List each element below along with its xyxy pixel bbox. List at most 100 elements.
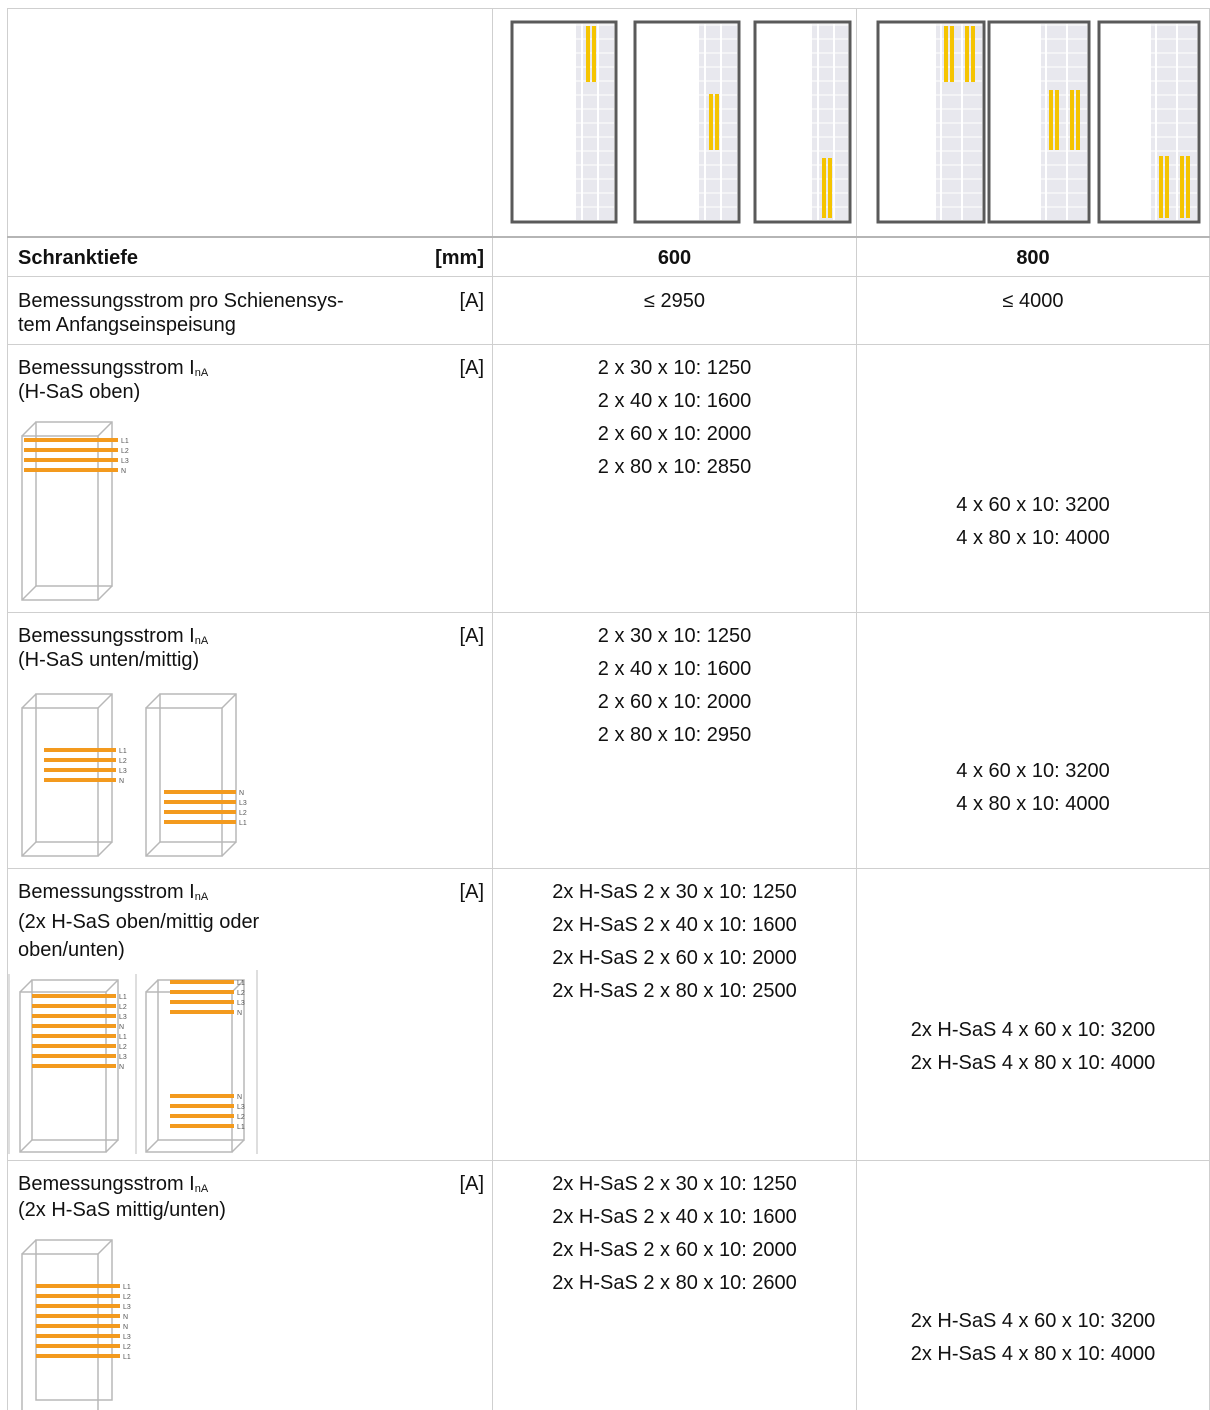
row-sublabel: (2x H-SaS oben/mittig oder bbox=[18, 911, 260, 933]
row-sublabel: oben/unten) bbox=[18, 939, 125, 961]
grid-line bbox=[856, 8, 857, 1410]
phase-label: L2 bbox=[239, 810, 247, 817]
busbar-diagram-middle: L1 L2 L3 N bbox=[21, 693, 127, 857]
row-sublabel: (2x H-SaS mittig/unten) bbox=[18, 1199, 226, 1221]
value-line: 2x H-SaS 4 x 60 x 10: 3200 bbox=[910, 1310, 1156, 1332]
grid-line bbox=[7, 612, 1210, 613]
phase-label: L2 bbox=[123, 1294, 131, 1301]
row-label: Bemessungsstrom pro Schienensys- tem Anf… bbox=[18, 290, 344, 336]
value-line: 4 x 60 x 10: 3200 bbox=[956, 494, 1110, 516]
values-600: 2 x 30 x 10: 1250 2 x 40 x 10: 1600 2 x … bbox=[493, 352, 856, 484]
row-sublabel: (H-SaS unten/mittig) bbox=[18, 649, 200, 671]
header-label: Schranktiefe bbox=[18, 247, 139, 269]
row-label: Bemessungsstrom InA bbox=[18, 1173, 209, 1195]
grid-line bbox=[7, 1160, 1210, 1161]
row-sublabel: (H-SaS oben) bbox=[18, 381, 141, 403]
row-unit: [A] bbox=[459, 625, 484, 647]
phase-label: N bbox=[237, 1094, 242, 1101]
values-600: 2x H-SaS 2 x 30 x 10: 1250 2x H-SaS 2 x … bbox=[493, 1168, 856, 1300]
phase-label: L3 bbox=[121, 458, 129, 465]
phase-label: L3 bbox=[237, 1000, 245, 1007]
phase-label: L3 bbox=[123, 1334, 131, 1341]
phase-label: L1 bbox=[239, 820, 247, 827]
value-800: ≤ 4000 bbox=[1002, 290, 1064, 312]
phase-label: N bbox=[119, 1024, 124, 1031]
grid-line bbox=[492, 8, 493, 1410]
value-line: 2x H-SaS 2 x 60 x 10: 2000 bbox=[552, 947, 797, 969]
value-line: 2 x 30 x 10: 1250 bbox=[597, 357, 752, 379]
cabinet-800-bottom bbox=[1097, 20, 1201, 224]
busbar-diagram-double-top-bottom: L1 L2 L3 N N L3 L2 L1 bbox=[145, 970, 258, 1154]
phase-label: L1 bbox=[119, 1034, 127, 1041]
phase-label: N bbox=[123, 1314, 128, 1321]
value-line: 2x H-SaS 2 x 40 x 10: 1600 bbox=[552, 914, 797, 936]
value-line: 2x H-SaS 2 x 30 x 10: 1250 bbox=[552, 881, 797, 903]
phase-label: L1 bbox=[237, 1124, 245, 1131]
header-unit: [mm] bbox=[435, 247, 484, 269]
value-line: 2x H-SaS 2 x 40 x 10: 1600 bbox=[552, 1206, 797, 1228]
phase-label: L2 bbox=[119, 1004, 127, 1011]
phase-label: N bbox=[119, 778, 124, 785]
phase-label: N bbox=[237, 1010, 242, 1017]
value-line: 2 x 80 x 10: 2850 bbox=[597, 456, 752, 478]
phase-label: L1 bbox=[121, 438, 129, 445]
phase-label: N bbox=[239, 790, 244, 797]
value-line: 2x H-SaS 4 x 80 x 10: 4000 bbox=[910, 1343, 1156, 1365]
phase-label: L2 bbox=[123, 1344, 131, 1351]
header-col-600: 600 bbox=[657, 247, 692, 269]
row-label: Bemessungsstrom InA bbox=[18, 625, 209, 647]
phase-label: L1 bbox=[123, 1354, 131, 1361]
value-line: 2 x 60 x 10: 2000 bbox=[597, 691, 752, 713]
row-unit: [A] bbox=[459, 357, 484, 379]
phase-label: L2 bbox=[237, 990, 245, 997]
value-line: 2x H-SaS 2 x 80 x 10: 2500 bbox=[552, 980, 797, 1002]
value-line: 2 x 40 x 10: 1600 bbox=[597, 390, 752, 412]
values-800: 2x H-SaS 4 x 60 x 10: 3200 2x H-SaS 4 x … bbox=[857, 1305, 1209, 1371]
value-line: 2 x 40 x 10: 1600 bbox=[597, 658, 752, 680]
phase-label: L2 bbox=[119, 758, 127, 765]
phase-label: N bbox=[121, 468, 126, 475]
phase-label: L2 bbox=[121, 448, 129, 455]
phase-label: N bbox=[123, 1324, 128, 1331]
values-800: 4 x 60 x 10: 3200 4 x 80 x 10: 4000 bbox=[857, 755, 1209, 821]
busbar-diagram-double-mid-bottom: L1 L2 L3 N N L3 L2 L1 bbox=[21, 1239, 131, 1410]
row-label: Bemessungsstrom InA bbox=[18, 881, 209, 903]
value-line: 4 x 80 x 10: 4000 bbox=[956, 527, 1110, 549]
value-line: 2x H-SaS 4 x 60 x 10: 3200 bbox=[910, 1019, 1156, 1041]
cabinet-800-top bbox=[876, 20, 986, 224]
grid-line bbox=[7, 236, 1210, 238]
row-label: Bemessungsstrom InA bbox=[18, 357, 209, 379]
phase-label: N bbox=[119, 1064, 124, 1071]
row-unit: [A] bbox=[459, 1173, 484, 1195]
cabinet-position-diagram bbox=[510, 20, 1201, 224]
phase-label: L3 bbox=[237, 1104, 245, 1111]
cabinet-600-top bbox=[510, 20, 618, 224]
value-line: 4 x 60 x 10: 3200 bbox=[956, 760, 1110, 782]
phase-label: L1 bbox=[237, 980, 245, 987]
value-line: 2x H-SaS 2 x 80 x 10: 2600 bbox=[552, 1272, 797, 1294]
phase-label: L3 bbox=[119, 1054, 127, 1061]
values-800: 2x H-SaS 4 x 60 x 10: 3200 2x H-SaS 4 x … bbox=[857, 1014, 1209, 1080]
grid-line bbox=[7, 276, 1210, 277]
row-unit: [A] bbox=[459, 881, 484, 903]
value-line: 2 x 80 x 10: 2950 bbox=[597, 724, 752, 746]
values-600: 2 x 30 x 10: 1250 2 x 40 x 10: 1600 2 x … bbox=[493, 620, 856, 752]
value-line: 2x H-SaS 2 x 60 x 10: 2000 bbox=[552, 1239, 797, 1261]
phase-label: L2 bbox=[237, 1114, 245, 1121]
phase-label: L1 bbox=[119, 994, 127, 1001]
cabinet-600-bottom bbox=[753, 20, 852, 224]
row-unit: [A] bbox=[459, 290, 484, 312]
grid-line bbox=[7, 868, 1210, 869]
value-line: 2x H-SaS 2 x 30 x 10: 1250 bbox=[552, 1173, 797, 1195]
grid-line bbox=[7, 344, 1210, 345]
value-600: ≤ 2950 bbox=[643, 290, 706, 312]
phase-label: L2 bbox=[119, 1044, 127, 1051]
busbar-diagram-double-top-mid: L1 L2 L3 N L1 L2 L3 N bbox=[8, 974, 137, 1154]
values-600: 2x H-SaS 2 x 30 x 10: 1250 2x H-SaS 2 x … bbox=[493, 876, 856, 1008]
phase-label: L3 bbox=[119, 768, 127, 775]
value-line: 2x H-SaS 4 x 80 x 10: 4000 bbox=[910, 1052, 1156, 1074]
cabinet-800-middle bbox=[987, 20, 1091, 224]
busbar-diagram-bottom: N L3 L2 L1 bbox=[145, 693, 247, 857]
phase-label: L3 bbox=[239, 800, 247, 807]
value-line: 2 x 30 x 10: 1250 bbox=[597, 625, 752, 647]
